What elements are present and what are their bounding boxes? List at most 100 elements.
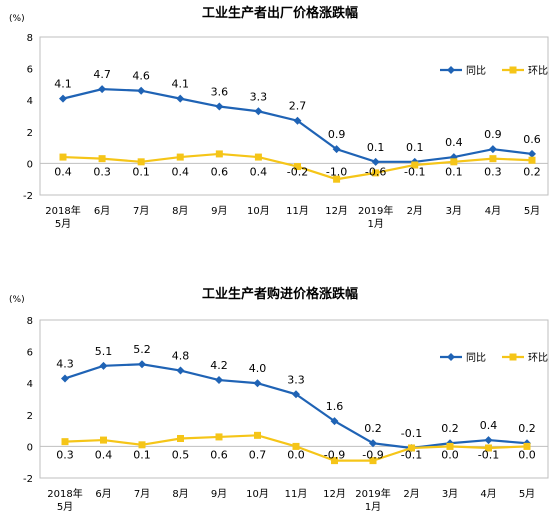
y-tick-label: -2 — [23, 474, 33, 485]
data-point-diamond — [99, 361, 108, 370]
x-tick-label: 2019年 — [355, 487, 390, 500]
data-point-square — [138, 441, 146, 449]
data-label: 5.2 — [133, 343, 151, 356]
data-label: -0.1 — [401, 427, 422, 440]
x-tick-label: 8月 — [172, 488, 188, 500]
data-label: -1.0 — [326, 165, 347, 178]
data-point-diamond — [371, 157, 380, 166]
data-point-square — [523, 442, 531, 450]
legend-marker — [509, 353, 517, 361]
x-tick-label: 5月 — [524, 205, 540, 217]
x-tick-label: 5月 — [55, 218, 71, 230]
data-point-square — [369, 457, 377, 465]
plot-border — [39, 319, 549, 479]
x-tick-label: 2019年 — [358, 204, 393, 217]
data-point-square — [528, 156, 536, 164]
plot-border — [39, 36, 549, 196]
y-unit-label: (%) — [9, 295, 25, 305]
legend-label: 环比 — [528, 65, 548, 77]
y-tick-label: 8 — [27, 316, 33, 327]
data-point-square — [215, 433, 223, 441]
data-point-square — [61, 438, 69, 446]
x-tick-label: 5月 — [519, 488, 535, 500]
x-tick-label: 2018年 — [47, 487, 82, 500]
data-label: 3.6 — [211, 86, 229, 99]
data-point-diamond — [369, 439, 377, 448]
y-tick-label: 4 — [27, 379, 33, 390]
data-label: -0.1 — [401, 448, 422, 461]
data-point-diamond — [59, 94, 67, 103]
y-tick-label: 0 — [27, 442, 33, 453]
data-point-diamond — [137, 86, 146, 95]
data-point-square — [215, 150, 223, 158]
y-tick-label: 4 — [27, 96, 33, 107]
x-tick-label: 4月 — [480, 488, 496, 500]
x-tick-label: 9月 — [211, 205, 227, 217]
data-point-square — [177, 435, 184, 442]
data-point-square — [446, 442, 454, 450]
data-label: 2.7 — [289, 100, 307, 113]
data-label: 4.2 — [210, 359, 228, 372]
y-unit-label: (%) — [9, 14, 25, 24]
data-point-square — [411, 161, 419, 169]
y-tick-label: 6 — [27, 348, 33, 359]
data-point-diamond — [292, 390, 300, 399]
chart-title: 工业生产者出厂价格涨跌幅 — [202, 5, 358, 21]
data-point-square — [59, 153, 67, 161]
data-label: 4.6 — [132, 70, 150, 83]
data-point-square — [294, 163, 301, 171]
data-label: 0.1 — [132, 165, 150, 178]
data-label: 0.0 — [287, 448, 305, 461]
data-point-square — [292, 442, 300, 450]
x-tick-label: 2018年 — [45, 204, 80, 217]
data-label: 0.3 — [56, 448, 74, 461]
data-label: 0.6 — [523, 133, 541, 146]
x-tick-label: 8月 — [172, 205, 188, 217]
y-tick-label: -2 — [23, 191, 33, 202]
data-point-square — [254, 431, 261, 439]
data-label: 0.2 — [364, 422, 382, 435]
data-point-diamond — [215, 376, 223, 385]
y-tick-label: 6 — [27, 65, 33, 76]
data-point-square — [176, 153, 184, 161]
x-tick-label: 12月 — [323, 488, 346, 500]
data-point-square — [408, 444, 415, 452]
data-point-square — [254, 153, 262, 161]
legend-marker — [447, 353, 455, 361]
data-label: 0.2 — [523, 165, 541, 178]
data-point-diamond — [253, 379, 262, 388]
legend-label: 同比 — [466, 65, 486, 77]
x-tick-label: 3月 — [442, 488, 458, 500]
data-label: 0.3 — [484, 165, 502, 178]
data-label: 0.4 — [172, 165, 190, 178]
data-point-diamond — [61, 374, 69, 383]
x-tick-label: 4月 — [485, 205, 501, 217]
data-point-square — [98, 155, 106, 163]
data-label: 0.4 — [95, 448, 113, 461]
data-label: 0.6 — [211, 165, 229, 178]
data-label: 0.2 — [518, 422, 536, 435]
data-label: 0.6 — [210, 448, 228, 461]
data-point-square — [333, 175, 341, 183]
data-label: 0.1 — [406, 141, 424, 154]
data-point-diamond — [138, 360, 146, 369]
data-label: 0.4 — [54, 165, 72, 178]
data-label: 0.2 — [441, 422, 459, 435]
legend-label: 环比 — [528, 352, 548, 364]
x-tick-label: 12月 — [325, 205, 348, 217]
legend-label: 同比 — [466, 352, 486, 364]
x-tick-label: 6月 — [95, 488, 111, 500]
x-tick-label: 10月 — [247, 205, 270, 217]
data-point-square — [331, 457, 338, 465]
data-point-diamond — [176, 94, 185, 103]
data-point-square — [489, 155, 497, 163]
data-label: -0.9 — [362, 448, 383, 461]
y-tick-label: 2 — [27, 128, 33, 139]
data-label: -0.9 — [324, 448, 345, 461]
data-label: -0.1 — [478, 448, 499, 461]
data-label: -0.1 — [404, 165, 425, 178]
data-label: 1.6 — [326, 400, 344, 413]
x-tick-label: 7月 — [134, 488, 150, 500]
